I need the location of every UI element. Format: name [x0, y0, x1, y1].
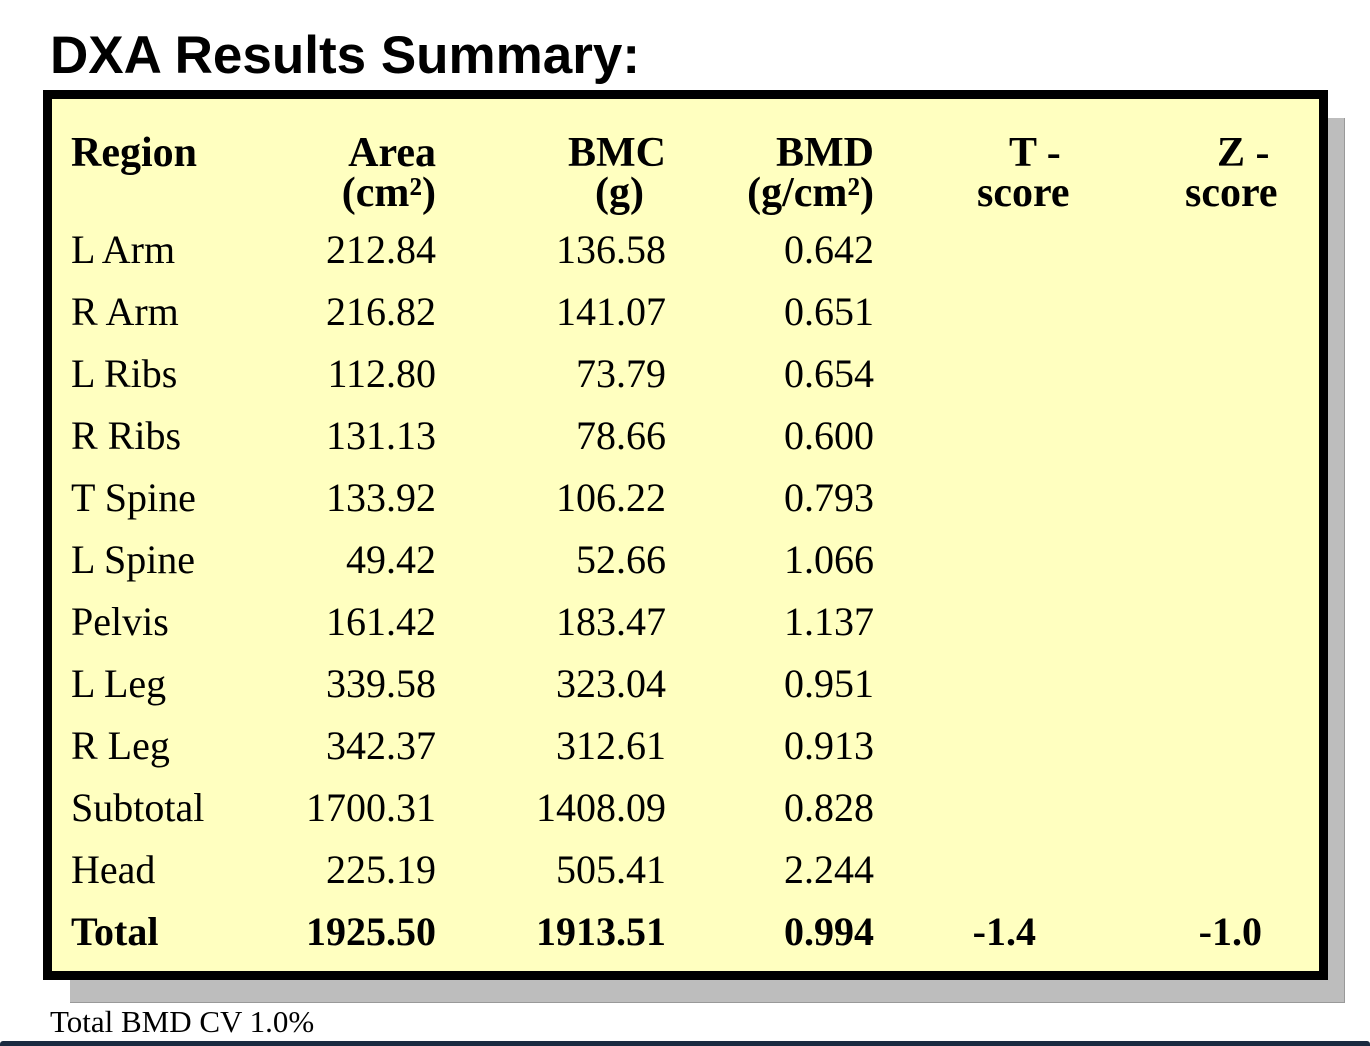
cell-t-score — [932, 839, 1036, 901]
cell-t-score — [932, 281, 1036, 343]
cell-bmc: 183.47 — [556, 599, 666, 644]
cell-t-score — [932, 653, 1036, 715]
header-region: Region — [71, 130, 197, 176]
cell-bmd: 0.642 — [784, 227, 874, 272]
header-bmd: BMD (g/cm²) — [672, 130, 874, 216]
cell-region: R Ribs — [71, 413, 182, 458]
footer-note: Total BMD CV 1.0% — [50, 1004, 315, 1039]
cell-bmd: 0.654 — [784, 351, 874, 396]
cell-bmc: 106.22 — [556, 475, 666, 520]
cell-region: L Spine — [71, 537, 196, 582]
cell-area: 225.19 — [326, 847, 436, 892]
cell-area: 212.84 — [326, 227, 436, 272]
results-table-panel: Region Area (cm²) BMC (g) BMD (g/cm²) T … — [43, 90, 1328, 980]
cell-region: L Ribs — [71, 351, 178, 396]
cell-bmd: 1.137 — [784, 599, 874, 644]
header-area-unit: (cm²) — [341, 170, 436, 216]
header-area: Area (cm²) — [242, 130, 436, 216]
cell-bmd: 0.951 — [784, 661, 874, 706]
cell-t-score — [932, 777, 1036, 839]
header-area-label: Area — [348, 130, 436, 176]
cell-bmc: 78.66 — [576, 413, 666, 458]
cell-t-score — [932, 467, 1036, 529]
cell-t-score: -1.4 — [972, 909, 1036, 954]
cell-z-score — [1142, 281, 1262, 343]
cell-bmd: 0.913 — [784, 723, 874, 768]
header-bmc: BMC (g) — [472, 130, 666, 216]
header-bmd-label: BMD — [776, 130, 874, 176]
cell-bmc: 136.58 — [556, 227, 666, 272]
cell-z-score: -1.0 — [1198, 909, 1262, 954]
cell-region: Subtotal — [71, 785, 205, 830]
cell-z-score — [1142, 591, 1262, 653]
cell-bmd: 2.244 — [784, 847, 874, 892]
header-z-score-label: Z - — [1217, 130, 1270, 176]
cell-t-score — [932, 591, 1036, 653]
cell-area: 161.42 — [326, 599, 436, 644]
header-bmc-unit: (g) — [595, 170, 644, 216]
cell-area: 131.13 — [326, 413, 436, 458]
header-z-score-unit: score — [1185, 170, 1278, 216]
cell-bmd: 1.066 — [784, 537, 874, 582]
cell-region: Total — [71, 909, 159, 954]
cell-bmc: 1913.51 — [536, 909, 666, 954]
cell-area: 342.37 — [326, 723, 436, 768]
cell-bmd: 0.793 — [784, 475, 874, 520]
cell-bmd: 0.600 — [784, 413, 874, 458]
header-t-score: T - score — [977, 130, 1070, 216]
cell-bmc: 312.61 — [556, 723, 666, 768]
page-title: DXA Results Summary: — [50, 26, 641, 85]
cell-area: 133.92 — [326, 475, 436, 520]
cell-area: 49.42 — [346, 537, 436, 582]
cell-bmc: 52.66 — [576, 537, 666, 582]
header-bmc-label: BMC — [568, 130, 666, 176]
cell-t-score — [932, 529, 1036, 591]
cell-bmc: 141.07 — [556, 289, 666, 334]
cell-t-score — [932, 219, 1036, 281]
cell-t-score — [932, 343, 1036, 405]
cell-area: 112.80 — [327, 351, 436, 396]
cell-z-score — [1142, 405, 1262, 467]
bottom-divider — [0, 1041, 1370, 1046]
cell-area: 1925.50 — [306, 909, 436, 954]
header-t-score-label: T - — [1009, 130, 1061, 176]
cell-bmc: 323.04 — [556, 661, 666, 706]
cell-bmc: 73.79 — [576, 351, 666, 396]
cell-bmc: 505.41 — [556, 847, 666, 892]
cell-bmd: 0.651 — [784, 289, 874, 334]
cell-z-score — [1142, 653, 1262, 715]
cell-z-score — [1142, 219, 1262, 281]
cell-area: 216.82 — [326, 289, 436, 334]
cell-z-score — [1142, 467, 1262, 529]
cell-region: T Spine — [71, 475, 196, 520]
cell-bmd: 0.828 — [784, 785, 874, 830]
cell-area: 1700.31 — [306, 785, 436, 830]
cell-bmc: 1408.09 — [536, 785, 666, 830]
cell-z-score — [1142, 839, 1262, 901]
cell-region: L Arm — [71, 227, 176, 272]
header-z-score: Z - score — [1185, 130, 1278, 216]
cell-z-score — [1142, 715, 1262, 777]
cell-z-score — [1142, 777, 1262, 839]
cell-region: R Arm — [71, 289, 179, 334]
cell-region: R Leg — [71, 723, 170, 768]
cell-area: 339.58 — [326, 661, 436, 706]
cell-z-score — [1142, 343, 1262, 405]
cell-t-score — [932, 715, 1036, 777]
cell-bmd: 0.994 — [784, 909, 874, 954]
header-bmd-unit: (g/cm²) — [747, 170, 874, 216]
cell-region: Pelvis — [71, 599, 169, 644]
header-t-score-unit: score — [977, 170, 1070, 216]
cell-z-score — [1142, 529, 1262, 591]
cell-t-score — [932, 405, 1036, 467]
cell-region: L Leg — [71, 661, 167, 706]
cell-region: Head — [71, 847, 156, 892]
